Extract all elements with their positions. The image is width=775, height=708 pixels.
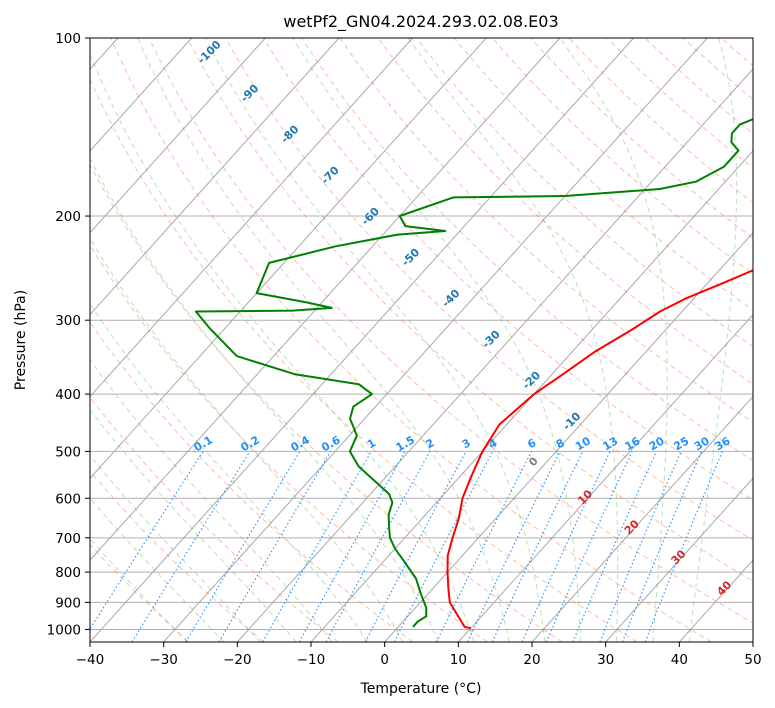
moist-adiabat	[90, 538, 188, 642]
x-tick-label: −20	[223, 652, 252, 668]
moist-adiabat	[204, 38, 546, 642]
mixing-ratio-line	[131, 451, 251, 642]
dry-adiabat	[90, 470, 264, 642]
moist-adiabat	[90, 454, 261, 642]
moist-adiabat	[90, 359, 333, 642]
isotherm--20	[236, 68, 753, 642]
moist-adiabat	[90, 157, 439, 642]
series-line-1	[194, 118, 753, 628]
y-tick-label: 200	[55, 209, 81, 225]
y-tick-label: 700	[55, 531, 81, 547]
x-tick-label: 10	[450, 652, 467, 668]
moist-adiabat	[137, 38, 510, 642]
y-tick-label: 1000	[47, 622, 81, 638]
moist-adiabat	[90, 52, 475, 642]
moist-adiabat	[90, 497, 225, 642]
mixing-ratio-line	[491, 451, 584, 642]
x-axis-title: Temperature (°C)	[360, 681, 482, 697]
dry-adiabat	[148, 38, 753, 624]
moist-adiabat	[90, 302, 369, 642]
mixing-ratio-line	[325, 451, 431, 642]
mixing-ratio-line	[572, 451, 657, 642]
x-tick-label: 20	[523, 652, 540, 668]
isotherm--60	[90, 38, 487, 480]
mixing-ratio-line	[298, 451, 406, 642]
dry-adiabat	[90, 321, 414, 642]
y-tick-label: 400	[55, 387, 81, 403]
isotherm--30	[163, 38, 708, 642]
mixing-ratio-line	[218, 451, 332, 642]
isotherm-10	[457, 313, 753, 642]
x-tick-label: 40	[671, 652, 688, 668]
isotherm-30	[605, 477, 753, 642]
dry-adiabat	[224, 38, 753, 541]
y-tick-label: 300	[55, 313, 81, 329]
dry-adiabat	[90, 78, 638, 642]
series-line-0	[446, 269, 753, 630]
dry-adiabat	[301, 38, 753, 462]
mixing-ratio-line	[262, 451, 372, 642]
dry-adiabat	[415, 38, 753, 348]
mixing-ratio-line	[185, 451, 301, 642]
x-tick-label: −40	[76, 652, 105, 668]
moist-adiabat	[90, 408, 297, 642]
chart-title: wetPf2_GN04.2024.293.02.08.E03	[283, 12, 558, 32]
isotherm--80	[90, 38, 340, 316]
mixing-ratio-line	[521, 451, 611, 642]
dry-adiabat	[377, 38, 753, 385]
axis-layer: −40 −30 −20 −10 0 10 20 30 40 50 1000 900 800 700 600 5…	[47, 31, 762, 668]
y-tick-label: 900	[55, 595, 81, 611]
dry-adiabat	[492, 38, 753, 275]
moist-adiabat	[292, 38, 582, 642]
isotherm--50	[90, 38, 561, 561]
x-tick-label: 30	[597, 652, 614, 668]
dry-adiabat	[453, 38, 753, 311]
x-tick-label: 0	[380, 652, 389, 668]
y-axis-title: Pressure (hPa)	[13, 290, 29, 390]
mixing-ratio-line	[599, 451, 682, 642]
series-layer	[194, 118, 753, 630]
x-tick-label: −30	[149, 652, 178, 668]
moist-adiabat	[559, 38, 668, 642]
mixing-ratio-line	[435, 451, 532, 642]
isotherm-20	[531, 395, 753, 642]
grid-layer	[90, 38, 753, 642]
dry-adiabat	[530, 38, 753, 239]
dry-adiabat	[90, 244, 488, 642]
dry-adiabat	[90, 396, 339, 642]
dry-adiabat	[263, 38, 753, 501]
isotherm-0	[384, 231, 753, 642]
y-tick-label: 100	[55, 31, 81, 47]
mixing-ratio-line	[545, 451, 633, 642]
mixing-ratio-line	[90, 451, 204, 631]
dry-adiabat	[568, 38, 753, 204]
isotherm--40	[90, 38, 634, 642]
isotherm--10	[310, 150, 753, 642]
isotherm--100	[90, 38, 192, 152]
y-tick-label: 800	[55, 565, 81, 581]
x-tick-label: −10	[297, 652, 326, 668]
y-tick-label: 500	[55, 444, 81, 460]
dry-adiabat	[339, 38, 753, 423]
dry-adiabat	[90, 163, 563, 642]
y-tick-label: 600	[55, 491, 81, 507]
moist-adiabat	[688, 38, 738, 642]
dry-adiabat	[110, 38, 712, 642]
isotherm--90	[90, 38, 266, 234]
dry-adiabat	[186, 38, 753, 582]
moist-adiabat	[407, 38, 619, 642]
mixing-ratio-line	[467, 451, 561, 642]
plot-frame	[89, 37, 754, 643]
moist-adiabat	[90, 237, 404, 642]
x-tick-label: 50	[744, 652, 761, 668]
isotherm--70	[90, 38, 413, 398]
